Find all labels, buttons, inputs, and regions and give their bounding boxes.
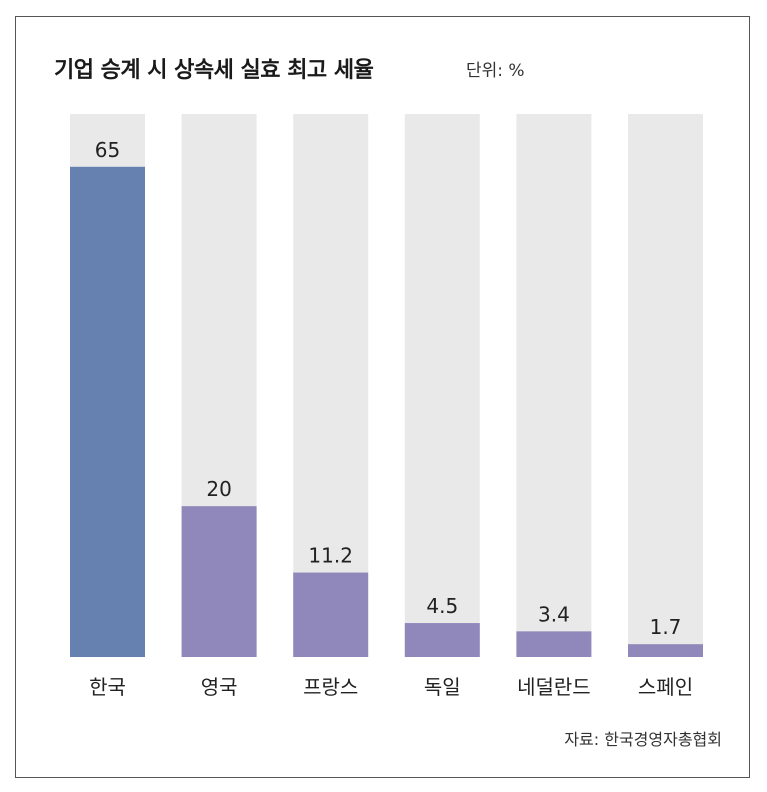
bar bbox=[293, 572, 369, 657]
data-label: 20 bbox=[206, 477, 231, 501]
data-label: 4.5 bbox=[426, 594, 458, 618]
category-label: 한국 bbox=[89, 675, 126, 699]
category-label: 프랑스 bbox=[303, 675, 358, 699]
bar bbox=[181, 506, 257, 657]
unit-label: 단위: % bbox=[466, 61, 525, 81]
data-label: 3.4 bbox=[538, 602, 570, 626]
data-label: 65 bbox=[95, 138, 120, 162]
bar bbox=[404, 623, 480, 657]
data-label: 11.2 bbox=[308, 544, 353, 568]
data-label: 1.7 bbox=[650, 615, 682, 639]
source-note: 자료: 한국경영자총협회 bbox=[564, 730, 722, 749]
chart-title: 기업 승계 시 상속세 실효 최고 세율 bbox=[54, 58, 374, 83]
bar bbox=[628, 644, 703, 657]
bar-track bbox=[628, 114, 703, 657]
category-label: 독일 bbox=[424, 675, 461, 699]
bar-track bbox=[404, 114, 480, 657]
category-label: 네덜란드 bbox=[517, 675, 591, 699]
bar bbox=[516, 631, 592, 657]
category-label: 영국 bbox=[201, 675, 238, 699]
category-label: 스페인 bbox=[638, 675, 693, 699]
bar-track bbox=[516, 114, 592, 657]
bar bbox=[70, 166, 145, 657]
bar-track bbox=[293, 114, 369, 657]
